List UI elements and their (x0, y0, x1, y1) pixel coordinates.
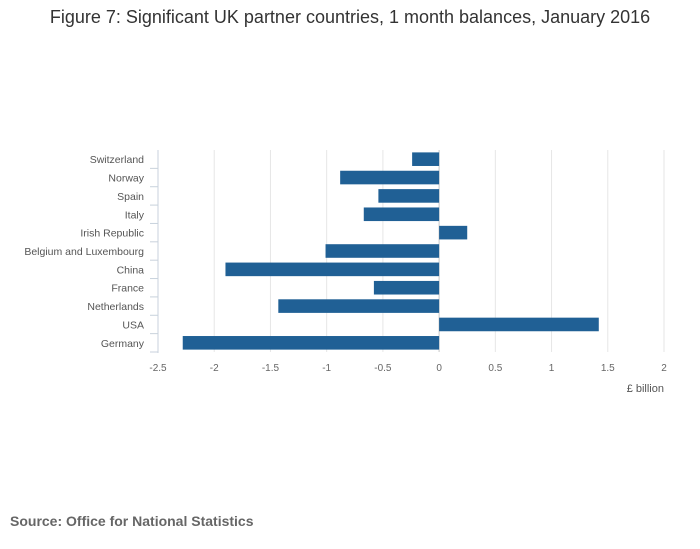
bar-france (373, 280, 440, 295)
x-tick-label: 2 (661, 363, 667, 374)
bar-norway (340, 170, 440, 185)
y-tick-label: Belgium and Luxembourg (24, 246, 144, 258)
y-tick-label: Norway (108, 173, 144, 185)
y-tick-label: USA (122, 319, 144, 331)
x-tick-label: -0.5 (374, 363, 392, 374)
bar-spain (378, 189, 440, 203)
bar-china (225, 262, 440, 277)
y-tick-label: Germany (101, 338, 145, 350)
x-tick-label: -2.5 (149, 363, 167, 374)
x-tick-label: -1 (322, 363, 331, 374)
x-axis-label: £ billion (627, 383, 664, 395)
y-tick-label: France (111, 283, 144, 295)
bars (182, 152, 599, 350)
x-tick-label: 1 (549, 363, 555, 374)
y-tick-label: Switzerland (90, 154, 144, 166)
x-axis: -2.5 -2 -1.5 -1 -0.5 0 0.5 1 1.5 2 (149, 363, 667, 374)
x-tick-label: -1.5 (262, 363, 280, 374)
x-tick-label: -2 (210, 363, 219, 374)
bar-belgium-and-luxembourg (325, 244, 440, 258)
x-tick-label: 0.5 (488, 363, 502, 374)
y-tick-label: China (117, 264, 145, 276)
bar-usa (439, 317, 599, 332)
source-note: Source: Office for National Statistics (10, 513, 254, 529)
y-tick-label: Netherlands (87, 301, 144, 313)
y-tick-label: Italy (125, 209, 145, 221)
y-tick-label: Irish Republic (80, 228, 144, 240)
chart-title: Figure 7: Significant UK partner countri… (49, 7, 651, 27)
bar-germany (182, 336, 440, 350)
y-tick-label: Spain (117, 191, 144, 203)
x-tick-label: 1.5 (601, 363, 615, 374)
bar-italy (363, 207, 440, 222)
bar-irish-republic (439, 225, 468, 240)
x-tick-label: 0 (436, 363, 442, 374)
y-axis: Switzerland Norway Spain Italy Irish Republi… (24, 150, 159, 353)
bar-netherlands (278, 299, 440, 313)
bar-switzerland (412, 152, 440, 166)
